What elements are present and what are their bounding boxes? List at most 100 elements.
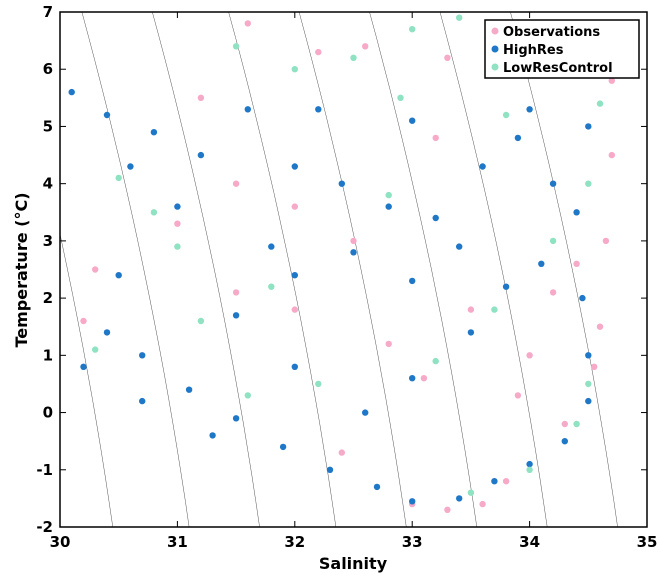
point-observations xyxy=(444,506,451,513)
point-highres xyxy=(502,283,510,290)
point-observations xyxy=(467,306,475,313)
point-highres xyxy=(232,312,240,319)
point-observations xyxy=(92,266,99,273)
y-tick-label: 6 xyxy=(43,60,53,78)
isopycnal-line xyxy=(369,12,478,527)
point-highres xyxy=(585,123,592,130)
point-highres xyxy=(409,375,416,382)
point-observations xyxy=(596,323,604,330)
plot-frame xyxy=(59,11,648,528)
point-highres xyxy=(479,163,486,170)
legend-marker-lowrescontrol xyxy=(491,63,499,71)
x-tick-label: 30 xyxy=(50,533,71,551)
point-lowrescontrol xyxy=(315,380,322,388)
point-lowrescontrol xyxy=(491,306,498,313)
point-highres xyxy=(526,106,533,113)
point-lowrescontrol xyxy=(585,180,592,187)
point-lowrescontrol xyxy=(150,209,158,216)
point-lowrescontrol xyxy=(197,317,205,325)
y-tick-label: 0 xyxy=(43,404,53,422)
point-highres xyxy=(385,203,392,210)
legend: Observations HighRes LowResControl xyxy=(484,19,640,79)
y-tick-label: -1 xyxy=(36,461,53,479)
point-highres xyxy=(338,180,345,187)
point-lowrescontrol xyxy=(409,26,416,33)
point-highres xyxy=(279,443,287,451)
point-lowrescontrol xyxy=(502,111,510,119)
point-observations xyxy=(591,363,598,370)
point-highres xyxy=(232,415,240,422)
point-highres xyxy=(432,214,439,222)
point-highres xyxy=(291,272,298,279)
point-highres xyxy=(139,397,146,405)
x-tick-label: 35 xyxy=(637,533,658,551)
point-observations xyxy=(232,289,240,296)
isopycnal-line xyxy=(510,12,618,527)
point-observations xyxy=(502,478,510,485)
point-lowrescontrol xyxy=(232,43,240,50)
point-observations xyxy=(479,500,486,508)
point-highres xyxy=(80,363,87,370)
point-highres xyxy=(185,386,193,393)
point-highres xyxy=(373,483,381,491)
point-highres xyxy=(127,163,134,170)
point-highres xyxy=(139,352,146,359)
y-tick-label: 3 xyxy=(43,232,53,250)
isopycnal-line xyxy=(228,12,337,527)
legend-marker-highres xyxy=(491,45,499,53)
point-highres xyxy=(409,117,416,124)
point-highres xyxy=(456,495,463,502)
point-highres xyxy=(209,432,216,439)
point-lowrescontrol xyxy=(596,100,604,107)
point-highres xyxy=(103,111,111,119)
isopycnal-line xyxy=(60,232,114,527)
y-tick-label: -2 xyxy=(36,518,53,536)
point-highres xyxy=(174,203,181,210)
y-tick-label: 2 xyxy=(43,289,53,307)
point-observations xyxy=(80,317,87,325)
x-tick-label: 31 xyxy=(167,533,188,551)
legend-label-highres: HighRes xyxy=(503,43,564,58)
x-tick-label: 34 xyxy=(519,533,540,551)
point-observations xyxy=(526,352,533,359)
point-highres xyxy=(409,277,416,285)
point-highres xyxy=(549,180,557,187)
point-highres xyxy=(244,106,251,113)
point-highres xyxy=(585,397,592,405)
y-axis-label: Temperature (°C) xyxy=(12,192,31,347)
point-observations xyxy=(420,375,428,382)
y-tick-label: 1 xyxy=(43,346,53,364)
point-highres xyxy=(291,363,298,370)
point-highres xyxy=(573,209,580,216)
point-highres xyxy=(467,329,475,336)
point-observations xyxy=(244,20,251,27)
isopycnal-line xyxy=(152,12,260,527)
point-highres xyxy=(538,260,545,267)
point-observations xyxy=(432,134,439,142)
point-lowrescontrol xyxy=(432,357,439,365)
legend-label-lowrescontrol: LowResControl xyxy=(503,61,613,76)
point-observations xyxy=(174,220,181,227)
point-highres xyxy=(491,478,498,485)
point-lowrescontrol xyxy=(244,392,251,399)
legend-box xyxy=(484,19,640,79)
legend-label-observations: Observations xyxy=(503,25,600,40)
point-lowrescontrol xyxy=(268,283,275,290)
point-highres xyxy=(409,498,416,505)
point-observations xyxy=(444,54,451,61)
y-tick-label: 5 xyxy=(43,117,53,135)
x-axis-label: Salinity xyxy=(319,554,388,573)
point-highres xyxy=(268,243,275,250)
point-observations xyxy=(338,449,345,456)
point-lowrescontrol xyxy=(573,420,580,428)
point-lowrescontrol xyxy=(397,94,404,102)
point-highres xyxy=(585,352,592,359)
point-highres xyxy=(362,409,369,416)
point-lowrescontrol xyxy=(92,346,99,353)
point-highres xyxy=(115,272,122,279)
point-observations xyxy=(291,306,298,313)
point-observations xyxy=(291,203,298,210)
point-observations xyxy=(350,237,357,245)
